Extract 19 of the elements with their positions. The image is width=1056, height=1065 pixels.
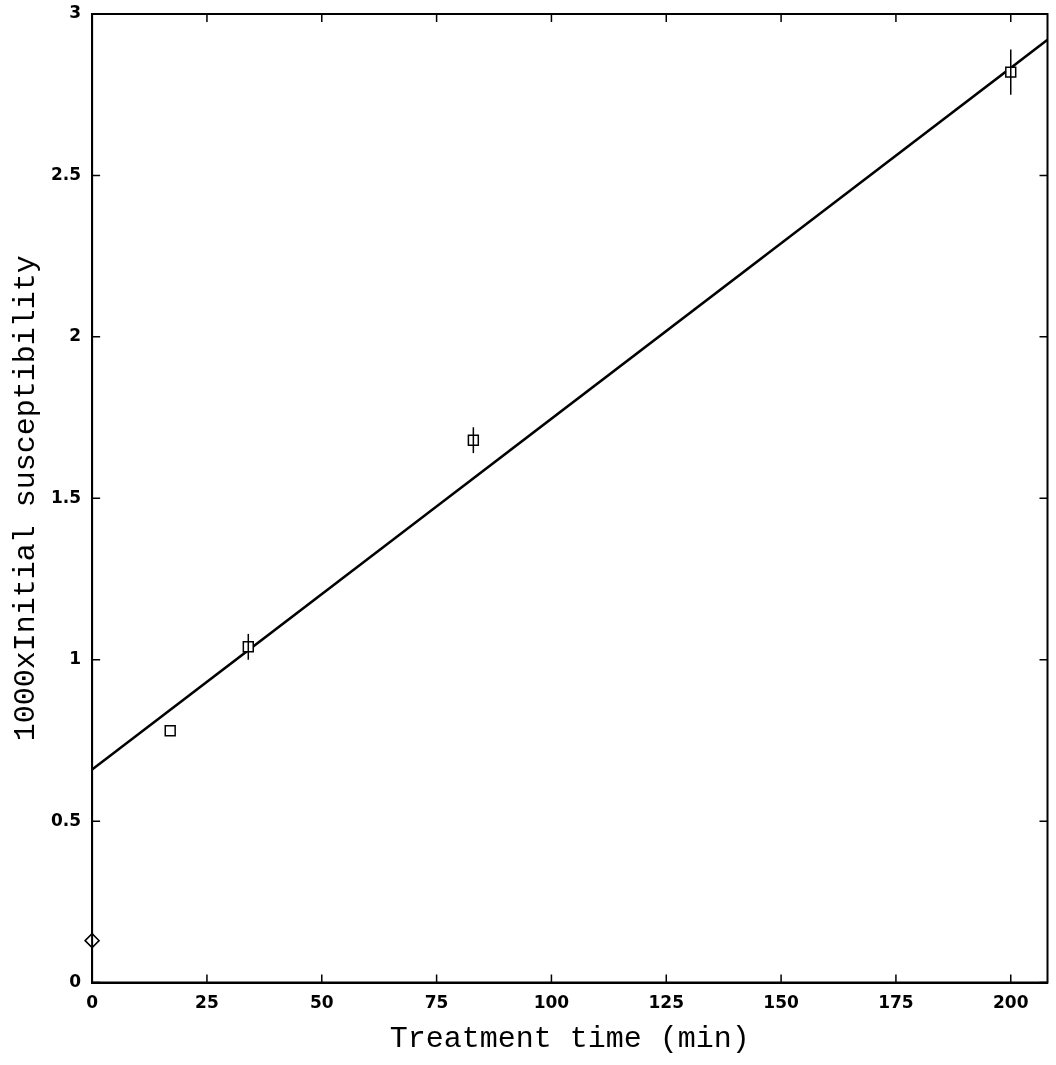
x-tick-label: 200: [993, 992, 1029, 1013]
y-tick-label: 1: [69, 648, 82, 669]
x-tick-label: 125: [648, 992, 685, 1013]
x-tick-label: 175: [878, 992, 914, 1013]
x-tick-label: 50: [309, 992, 334, 1013]
x-axis-title: Treatment time (min): [389, 1021, 750, 1056]
y-tick-label: 3: [69, 2, 82, 23]
x-tick-label: 100: [533, 992, 570, 1013]
x-tick-label: 75: [424, 992, 449, 1013]
x-tick-label: 150: [763, 992, 799, 1013]
y-axis-title: 1000xInitial susceptibility: [8, 255, 43, 742]
y-tick-label: 2: [69, 325, 82, 346]
point: [164, 725, 176, 737]
y-tick-label: 0.5: [50, 809, 82, 830]
y-tick-label: 1.5: [50, 486, 82, 507]
x-tick-label: 25: [195, 992, 219, 1013]
y-tick-label: 0: [69, 971, 82, 992]
x-tick-label: 0: [86, 992, 99, 1013]
y-tick-label: 2.5: [50, 163, 82, 184]
